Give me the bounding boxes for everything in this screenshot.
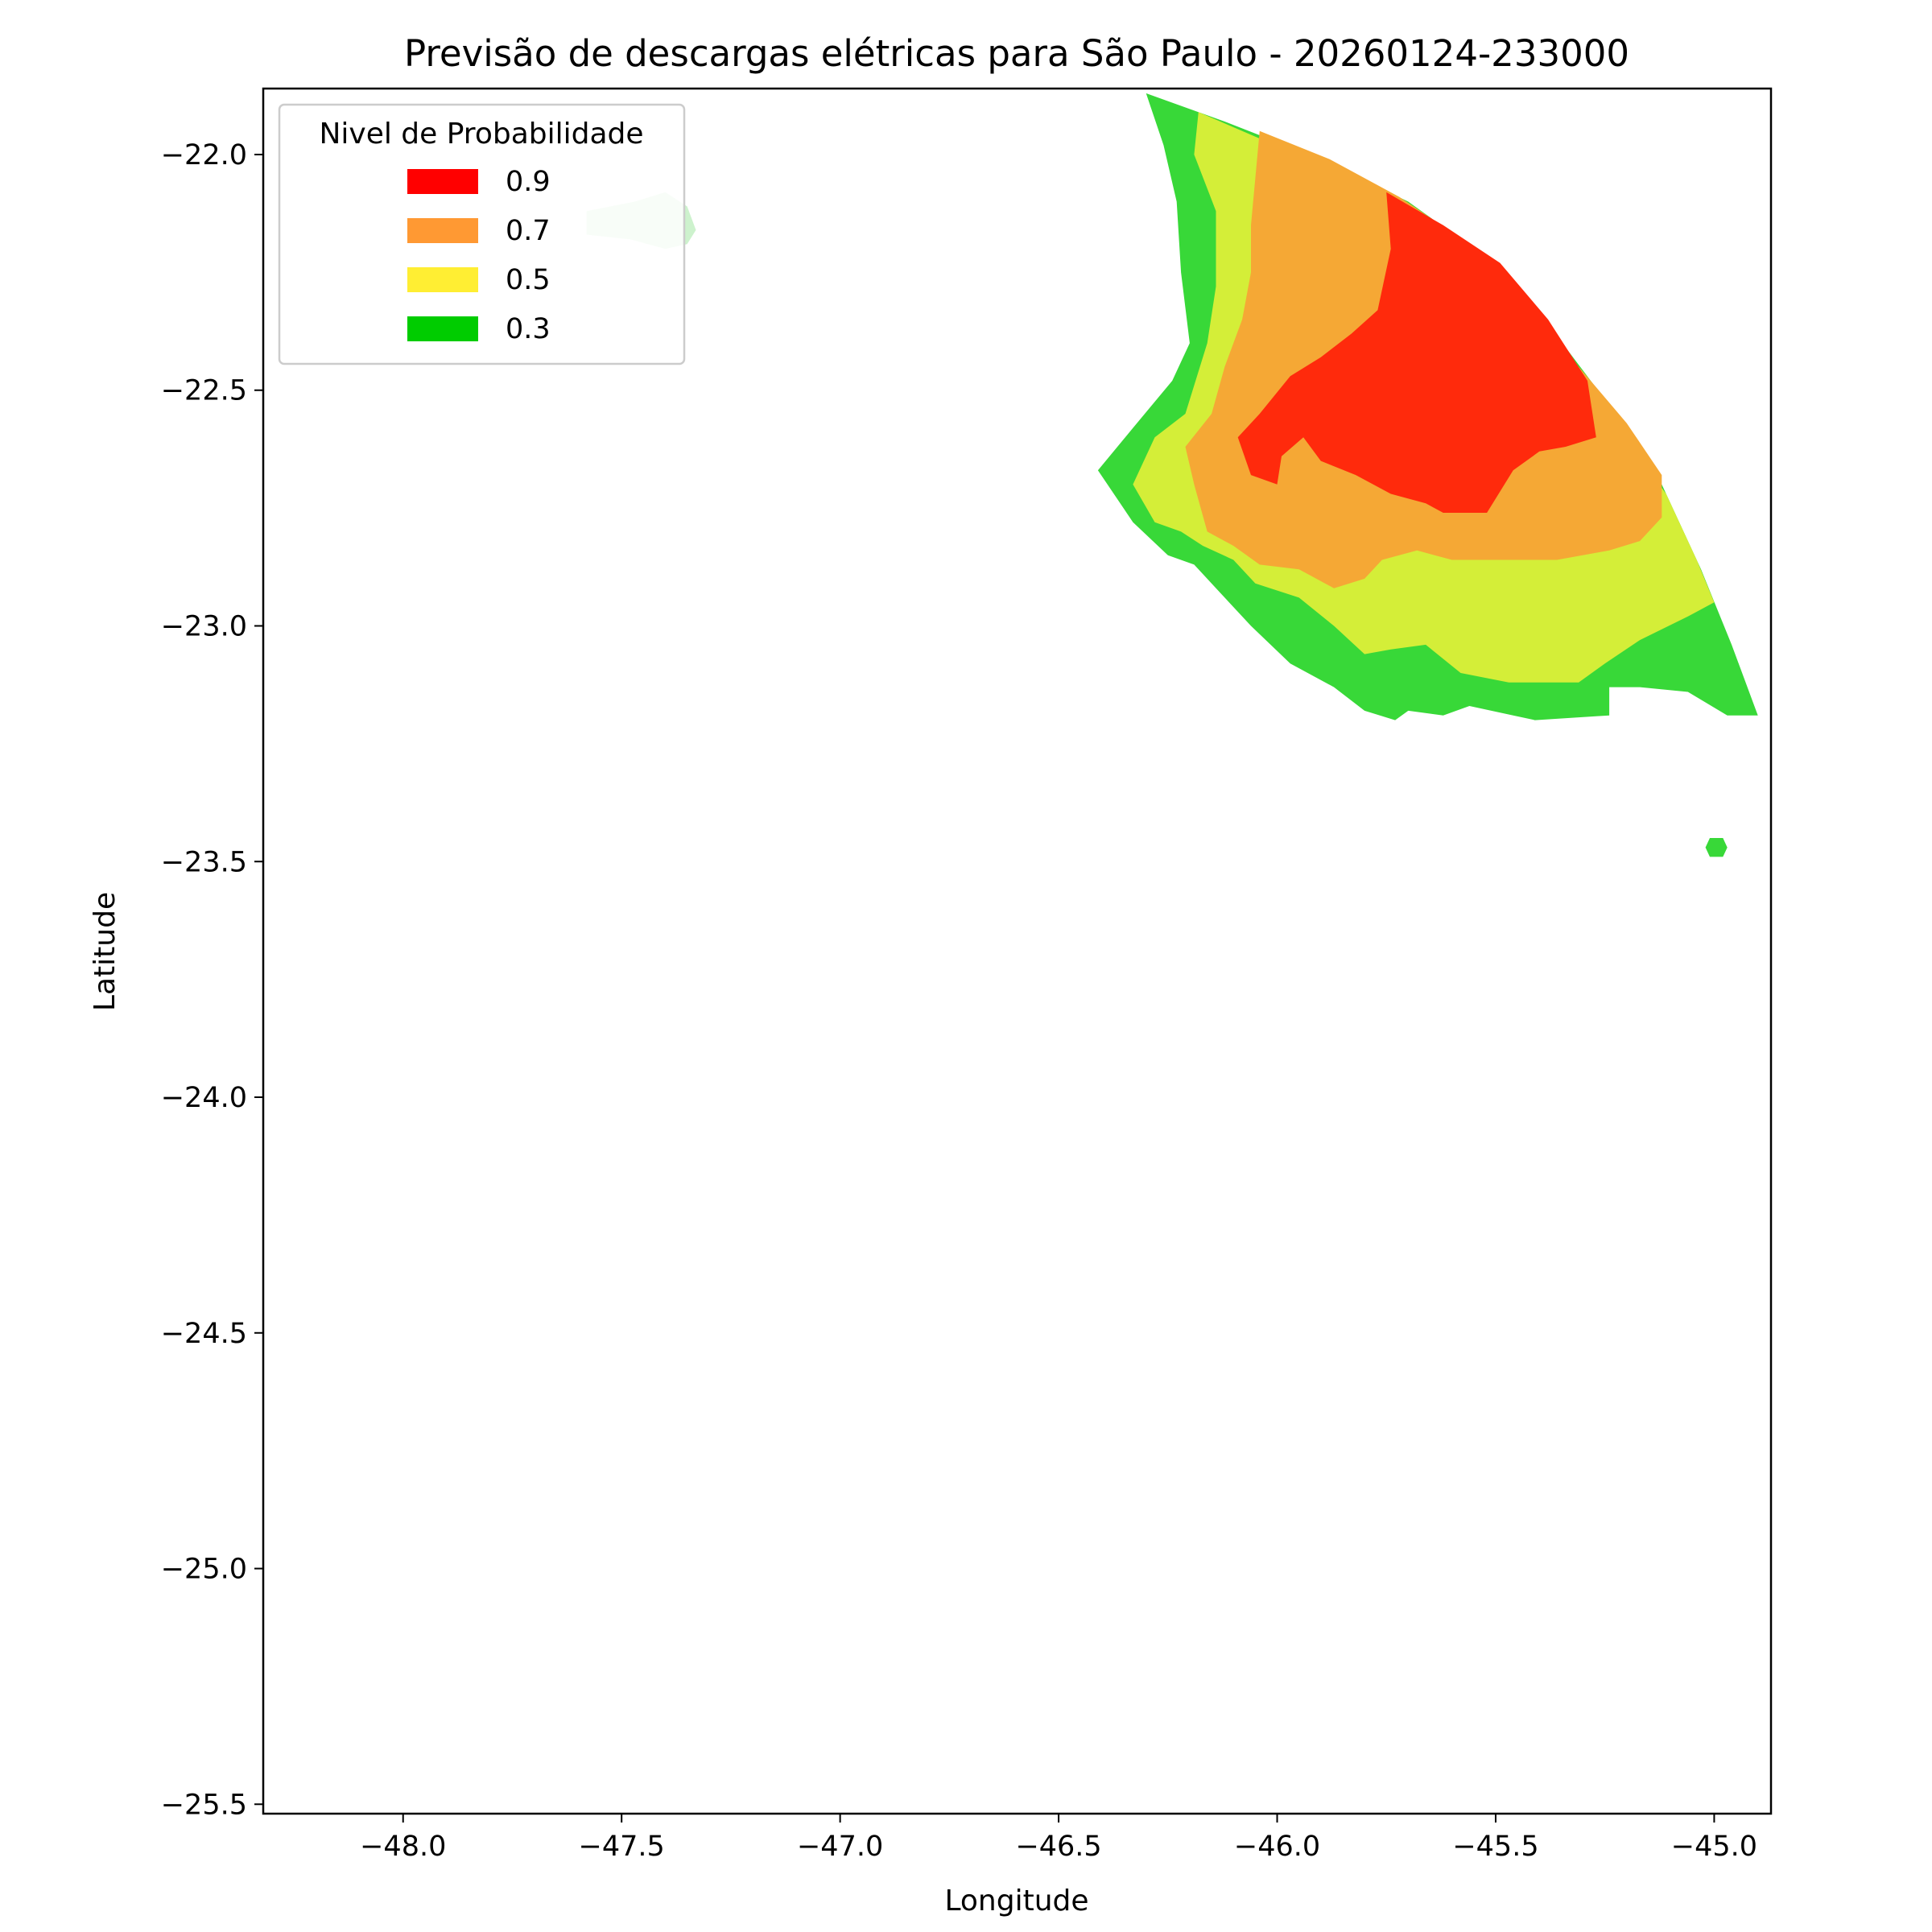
y-tick-label: −24.0 <box>161 1082 247 1114</box>
legend-label: 0.5 <box>506 264 551 296</box>
x-tick-label: −46.0 <box>1234 1831 1320 1863</box>
legend-title: Nivel de Probabilidade <box>319 118 643 151</box>
legend-label: 0.3 <box>506 313 551 345</box>
y-tick-label: −25.0 <box>161 1554 247 1586</box>
x-tick-label: −45.5 <box>1452 1831 1538 1863</box>
x-axis-ticks: −48.0 −47.5 −47.0 −46.5 −46.0 −45.5 −45.0 <box>360 1814 1757 1863</box>
y-axis-label: Latitude <box>89 892 122 1011</box>
y-axis-ticks: −22.0 −22.5 −23.0 −23.5 −24.0 −24.5 −25.0 −25.5 <box>161 139 263 1821</box>
legend-swatch <box>407 267 478 292</box>
probability-regions <box>586 93 1758 857</box>
y-tick-label: −23.0 <box>161 610 247 642</box>
x-tick-label: −46.5 <box>1015 1831 1101 1863</box>
region-level-0-3-4 <box>1705 838 1728 857</box>
x-tick-label: −48.0 <box>360 1831 446 1863</box>
legend-box <box>278 103 686 365</box>
legend-label: 0.7 <box>506 215 551 247</box>
plot-frame <box>262 87 1773 1815</box>
legend: Nivel de Probabilidade 0.9 0.7 0.5 0.3 <box>278 103 686 365</box>
y-tick-label: −24.5 <box>161 1318 247 1350</box>
x-axis-label: Longitude <box>944 1885 1088 1918</box>
y-tick-label: −25.5 <box>161 1789 247 1821</box>
legend-entries: 0.9 0.7 0.5 0.3 <box>407 166 551 345</box>
y-tick-label: −22.0 <box>161 139 247 171</box>
legend-label: 0.9 <box>506 166 551 198</box>
y-tick-label: −22.5 <box>161 375 247 407</box>
x-tick-label: −47.5 <box>579 1831 665 1863</box>
legend-swatch <box>407 316 478 341</box>
legend-swatch <box>407 169 478 194</box>
chart-title: Previsão de descargas elétricas para São… <box>404 32 1629 75</box>
x-tick-label: −45.0 <box>1671 1831 1757 1863</box>
y-tick-label: −23.5 <box>161 846 247 878</box>
legend-swatch <box>407 218 478 243</box>
region-level-0-9-3 <box>1237 192 1596 514</box>
x-tick-label: −47.0 <box>797 1831 883 1863</box>
